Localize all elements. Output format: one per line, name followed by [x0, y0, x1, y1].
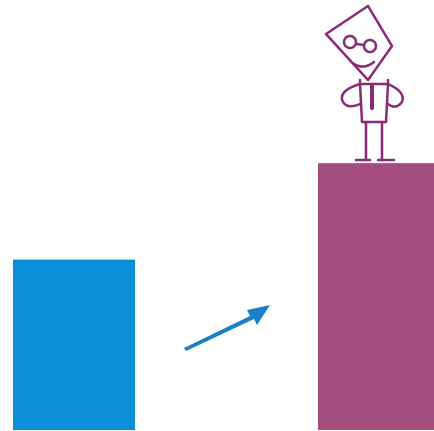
character-figure [324, 4, 404, 162]
bar [13, 259, 135, 430]
growth-arrow [184, 305, 270, 351]
bar [318, 163, 434, 430]
